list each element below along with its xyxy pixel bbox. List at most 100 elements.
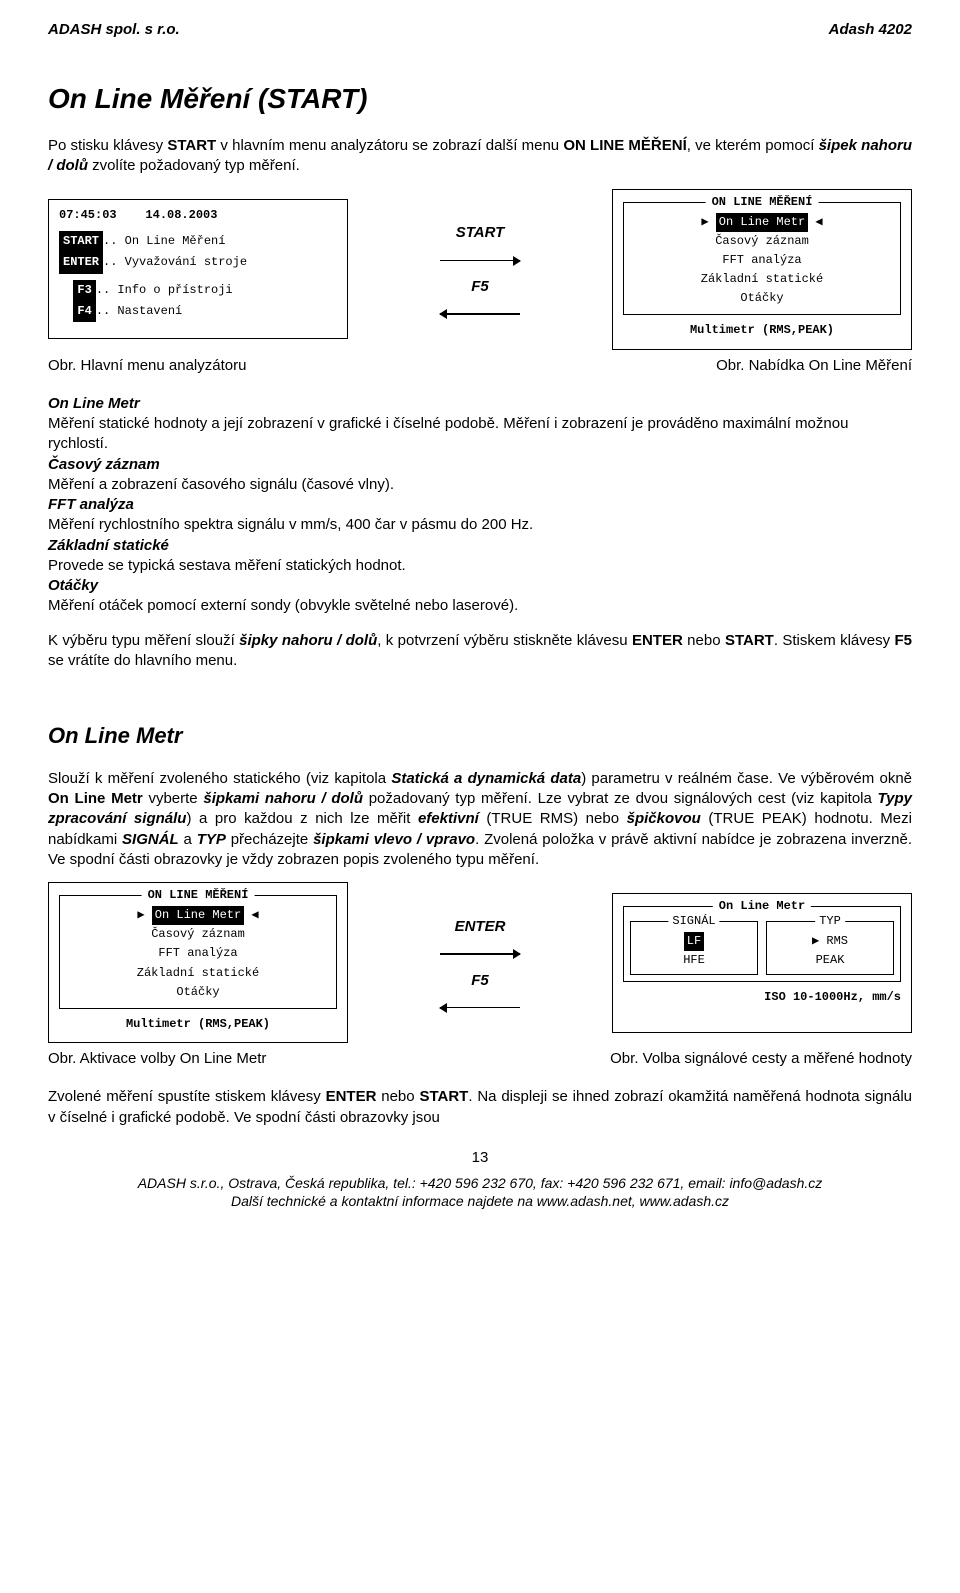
txt: , ve kterém pomocí xyxy=(687,137,819,154)
typ-item: ▶ RMS xyxy=(773,932,887,951)
txt: .. On Line Měření xyxy=(103,234,225,248)
kw: šipkami nahoru / dolů xyxy=(203,790,363,807)
caption-row-1: Obr. Hlavní menu analyzátoru Obr. Nabídk… xyxy=(48,356,912,376)
txt: .. Nastavení xyxy=(96,304,182,318)
caption-row-2: Obr. Aktivace volby On Line Metr Obr. Vo… xyxy=(48,1049,912,1069)
menu-item: Základní statické xyxy=(632,270,892,289)
page-number: 13 xyxy=(48,1148,912,1168)
footer-line-2: Další technické a kontaktní informace na… xyxy=(48,1192,912,1210)
arrow-right-icon xyxy=(440,260,520,261)
kw: efektivní xyxy=(418,810,479,827)
header-left: ADASH spol. s r.o. xyxy=(48,20,180,40)
section1-intro: Po stisku klávesy START v hlavním menu a… xyxy=(48,136,912,177)
menu-item: Časový záznam xyxy=(68,925,328,944)
menu-item: Časový záznam xyxy=(632,232,892,251)
menu-item: Otáčky xyxy=(68,983,328,1002)
caption-left: Obr. Hlavní menu analyzátoru xyxy=(48,356,246,376)
definitions: On Line Metr Měření statické hodnoty a j… xyxy=(48,394,912,617)
screens-row-2: ON LINE MĚŘENÍ ▶ On Line Metr ◀ Časový z… xyxy=(48,882,912,1043)
kw: špičkovou xyxy=(627,810,701,827)
def-title: Základní statické xyxy=(48,537,169,554)
frame-title: ON LINE MĚŘENÍ xyxy=(706,193,819,212)
txt: Slouží k měření zvoleného statického (vi… xyxy=(48,770,391,787)
def-title: On Line Metr xyxy=(48,395,140,412)
arrow-col-2: ENTER F5 xyxy=(420,917,540,1008)
def-body: Měření rychlostního spektra signálu v mm… xyxy=(48,515,912,535)
caption-left: Obr. Aktivace volby On Line Metr xyxy=(48,1049,266,1069)
kw: F5 xyxy=(894,632,912,649)
key-start: START xyxy=(59,231,103,252)
txt: zvolíte požadovaný typ měření. xyxy=(88,157,300,174)
kw: TYP xyxy=(197,831,226,848)
kw: On Line Metr xyxy=(48,790,143,807)
txt: ) a pro každou z nich lze měřit xyxy=(186,810,417,827)
def-title: Otáčky xyxy=(48,577,98,594)
key-f3: F3 xyxy=(73,280,95,301)
dual-box: SIGNÁL LF HFE TYP ▶ RMS PEAK xyxy=(630,921,894,975)
def-body: Měření statické hodnoty a její zobrazení… xyxy=(48,414,912,455)
arrow-col-1: START F5 xyxy=(420,223,540,314)
key-f4: F4 xyxy=(73,301,95,322)
menu-item: FFT analýza xyxy=(632,251,892,270)
txt: RMS xyxy=(826,934,848,948)
menu-line: ENTER.. Vyvažování stroje xyxy=(59,252,337,273)
sel-item: LF xyxy=(684,932,704,951)
screen-signal-type: On Line Metr SIGNÁL LF HFE TYP ▶ RMS PEA… xyxy=(612,893,912,1033)
screen-footer: ISO 10-1000Hz, mm/s xyxy=(623,988,901,1007)
timestamp: 07:45:03 14.08.2003 xyxy=(59,206,337,225)
menu-line: F3.. Info o přístroji xyxy=(59,280,337,301)
kw: šipkami vlevo / vpravo xyxy=(313,831,475,848)
page-header: ADASH spol. s r.o. Adash 4202 xyxy=(48,20,912,40)
arrow-top-label: START xyxy=(456,223,505,243)
section1-title: On Line Měření (START) xyxy=(48,80,912,118)
sig-item: LF xyxy=(637,932,751,951)
txt: Zvolené měření spustíte stiskem klávesy xyxy=(48,1088,326,1105)
arrow-left-icon xyxy=(440,1007,520,1008)
txt: ) parametru v reálném čase. Ve výběrovém… xyxy=(581,770,912,787)
menu-item: ▶ On Line Metr ◀ xyxy=(68,906,328,925)
txt: K výběru typu měření slouží xyxy=(48,632,239,649)
sel-item: On Line Metr xyxy=(716,213,808,232)
kw: ENTER xyxy=(632,632,683,649)
screen-online-menu-2: ON LINE MĚŘENÍ ▶ On Line Metr ◀ Časový z… xyxy=(48,882,348,1043)
run-para: Zvolené měření spustíte stiskem klávesy … xyxy=(48,1087,912,1128)
typ-item: PEAK xyxy=(773,951,887,970)
kw: SIGNÁL xyxy=(122,831,179,848)
arrow-right-icon xyxy=(440,953,520,954)
framed-menu: ON LINE MĚŘENÍ ▶ On Line Metr ◀ Časový z… xyxy=(59,895,337,1009)
caption-right: Obr. Nabídka On Line Měření xyxy=(716,356,912,376)
kw: START xyxy=(419,1088,468,1105)
arrow-bottom-label: F5 xyxy=(471,277,489,297)
def-body: Měření otáček pomocí externí sondy (obvy… xyxy=(48,596,912,616)
txt: .. Vyvažování stroje xyxy=(103,255,247,269)
txt: .. Info o přístroji xyxy=(96,283,233,297)
type-frame: TYP ▶ RMS PEAK xyxy=(766,921,894,975)
screens-row-1: 07:45:03 14.08.2003 START.. On Line Měře… xyxy=(48,189,912,350)
txt: vyberte xyxy=(143,790,204,807)
def-title: FFT analýza xyxy=(48,496,134,513)
txt: nebo xyxy=(683,632,725,649)
arrow-left-icon xyxy=(440,313,520,314)
txt: nebo xyxy=(376,1088,419,1105)
menu-line: F4.. Nastavení xyxy=(59,301,337,322)
kw-online-mereni: ON LINE MĚŘENÍ xyxy=(563,137,686,154)
menu-item: FFT analýza xyxy=(68,944,328,963)
txt: v hlavním menu analyzátoru se zobrazí da… xyxy=(216,137,563,154)
arrow-bottom-label: F5 xyxy=(471,971,489,991)
frame-title: On Line Metr xyxy=(713,897,811,916)
txt: Po stisku klávesy xyxy=(48,137,167,154)
kw: Statická a dynamická data xyxy=(391,770,581,787)
selection-para: K výběru typu měření slouží šipky nahoru… xyxy=(48,631,912,672)
section2-para: Slouží k měření zvoleného statického (vi… xyxy=(48,769,912,870)
framed-menu: ON LINE MĚŘENÍ ▶ On Line Metr ◀ Časový z… xyxy=(623,202,901,316)
section2-title: On Line Metr xyxy=(48,721,912,751)
kw: ENTER xyxy=(326,1088,377,1105)
txt: přecházejte xyxy=(226,831,313,848)
sig-item: HFE xyxy=(637,951,751,970)
kw-start: START xyxy=(167,137,216,154)
txt: (TRUE RMS) nebo xyxy=(479,810,627,827)
menu-item: ▶ On Line Metr ◀ xyxy=(632,213,892,232)
kw: START xyxy=(725,632,774,649)
arrow-top-label: ENTER xyxy=(455,917,506,937)
txt: , k potvrzení výběru stiskněte klávesu xyxy=(377,632,632,649)
